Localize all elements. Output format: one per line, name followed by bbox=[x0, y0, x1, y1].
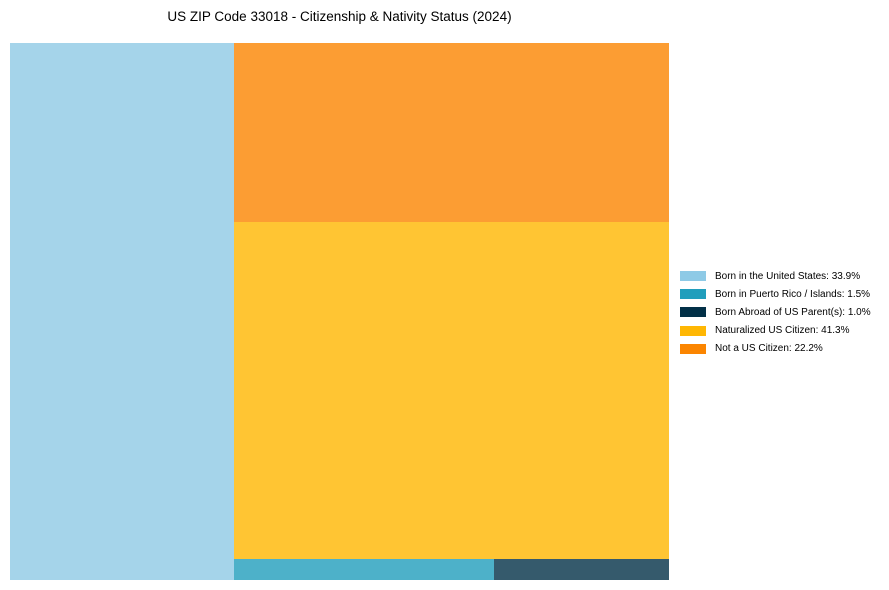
tile-born-us bbox=[10, 43, 234, 580]
legend-item-not-citizen: Not a US Citizen: 22.2% bbox=[680, 340, 871, 358]
tile-naturalized bbox=[234, 222, 669, 559]
legend-swatch bbox=[680, 343, 706, 354]
legend-item-naturalized: Naturalized US Citizen: 41.3% bbox=[680, 322, 871, 340]
legend-label: Born in the United States: 33.9% bbox=[715, 270, 861, 282]
legend-swatch bbox=[680, 289, 706, 300]
legend-label: Born in Puerto Rico / Islands: 1.5% bbox=[715, 288, 871, 300]
legend-swatch bbox=[680, 307, 706, 318]
tile-puerto-rico bbox=[234, 559, 494, 580]
legend-item-born-abroad: Born Abroad of US Parent(s): 1.0% bbox=[680, 303, 871, 321]
legend-item-born-us: Born in the United States: 33.9% bbox=[680, 267, 871, 285]
treemap-plot bbox=[10, 43, 669, 580]
legend-label: Naturalized US Citizen: 41.3% bbox=[715, 325, 850, 337]
tile-not-citizen bbox=[234, 43, 669, 222]
tile-born-abroad bbox=[494, 559, 669, 580]
legend-item-puerto-rico: Born in Puerto Rico / Islands: 1.5% bbox=[680, 285, 871, 303]
legend-swatch bbox=[680, 271, 706, 282]
legend-label: Born Abroad of US Parent(s): 1.0% bbox=[715, 306, 871, 318]
legend: Born in the United States: 33.9% Born in… bbox=[680, 267, 871, 358]
legend-label: Not a US Citizen: 22.2% bbox=[715, 343, 823, 355]
legend-swatch bbox=[680, 325, 706, 336]
chart-title: US ZIP Code 33018 - Citizenship & Nativi… bbox=[167, 9, 512, 24]
